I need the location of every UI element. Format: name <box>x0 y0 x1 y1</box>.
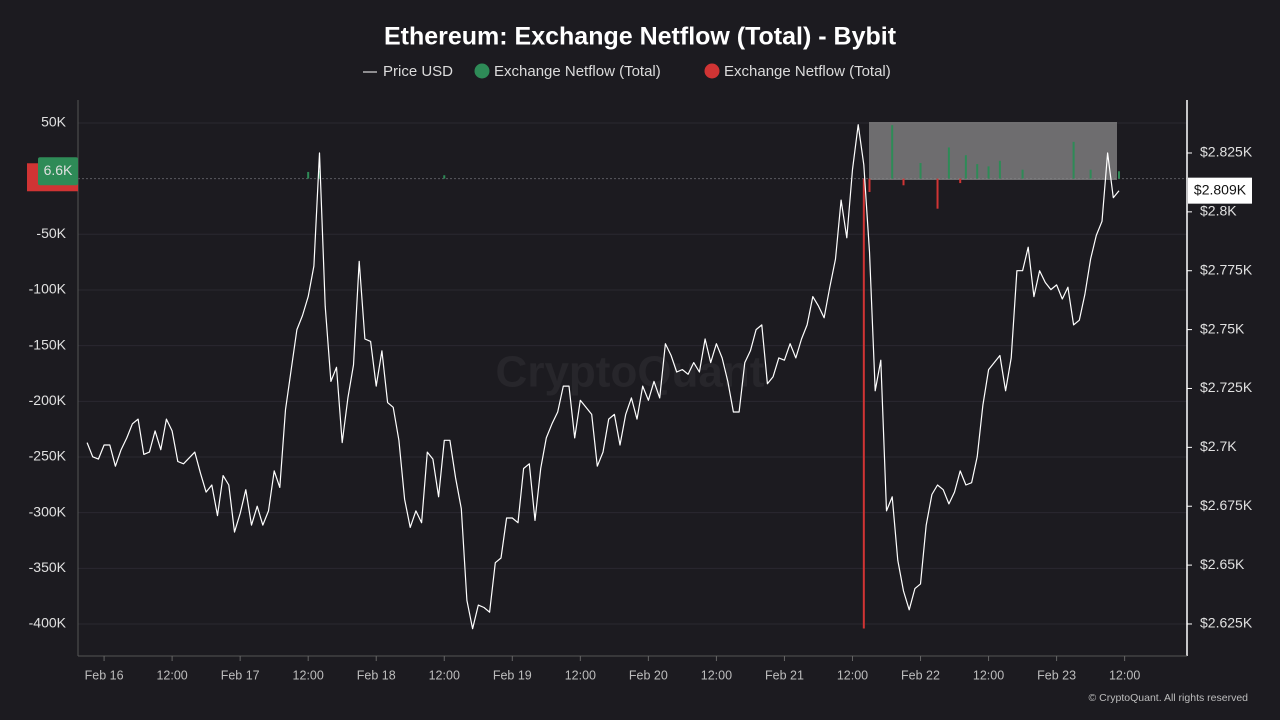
y-tick-label: -400K <box>29 615 67 631</box>
x-tick-label: 12:00 <box>429 668 460 682</box>
chart-title: Ethereum: Exchange Netflow (Total) - Byb… <box>384 23 897 51</box>
legend-label: Price USD <box>383 63 453 80</box>
selection-highlight <box>869 122 1117 180</box>
y-tick-label: -100K <box>29 281 67 297</box>
netflow-bar <box>976 164 979 179</box>
x-tick-label: Feb 19 <box>493 668 532 682</box>
marks <box>86 124 1120 630</box>
y2-tick-label: $2.75K <box>1200 320 1245 336</box>
netflow-badge <box>38 157 78 186</box>
netflow-bar <box>318 170 321 179</box>
netflow-bar <box>987 166 990 179</box>
copyright: © CryptoQuant. All rights reserved <box>1089 692 1249 704</box>
x-tick-label: Feb 22 <box>901 668 940 682</box>
netflow-bar <box>998 160 1001 179</box>
x-tick-label: 12:00 <box>973 668 1004 682</box>
legend-label: Exchange Netflow (Total) <box>494 63 661 80</box>
x-tick-label: 12:00 <box>837 668 868 682</box>
labels: 50K -50K -100K -150K -200K -250K -300K -350K -40… <box>27 114 1253 682</box>
y2-tick-label: $2.625K <box>1200 615 1253 631</box>
netflow-bar <box>1117 171 1120 179</box>
netflow-bar <box>1021 169 1024 179</box>
netflow-bar <box>443 175 446 179</box>
legend: Price USD Exchange Netflow (Total) Exchang… <box>363 63 891 80</box>
x-tick-label: Feb 18 <box>357 668 396 682</box>
watermark: CryptoQuant <box>496 348 765 397</box>
netflow-badge-label: 6.6K <box>44 162 73 178</box>
x-tick-label: 12:00 <box>1109 668 1140 682</box>
y-tick-label: -200K <box>29 392 67 408</box>
y-tick-label: -300K <box>29 503 67 519</box>
x-tick-label: Feb 20 <box>629 668 668 682</box>
legend-swatch <box>704 63 720 79</box>
x-tick-label: 12:00 <box>293 668 324 682</box>
price-badge-label: $2.809K <box>1194 181 1247 197</box>
x-tick-label: Feb 17 <box>221 668 260 682</box>
x-tick-label: Feb 23 <box>1037 668 1076 682</box>
legend-swatch <box>474 63 490 79</box>
netflow-bar <box>902 178 905 186</box>
price-badge <box>1188 177 1252 204</box>
x-tick-label: Feb 16 <box>85 668 124 682</box>
y-tick-label: -250K <box>29 448 67 464</box>
y2-tick-label: $2.725K <box>1200 379 1253 395</box>
y2-tick-label: $2.8K <box>1200 203 1237 219</box>
y2-tick-label: $2.65K <box>1200 556 1245 572</box>
netflow-bar <box>964 155 967 179</box>
netflow-bar <box>1089 169 1092 179</box>
netflow-bar <box>862 178 865 629</box>
netflow-bar <box>868 178 871 192</box>
y-tick-label: 50K <box>41 114 67 130</box>
netflow-bar <box>936 178 939 209</box>
netflow-bar <box>947 147 950 179</box>
y2-tick-label: $2.825K <box>1200 144 1253 160</box>
y2-tick-label: $2.775K <box>1200 261 1253 277</box>
x-tick-label: 12:00 <box>156 668 187 682</box>
netflow-bar <box>919 163 922 179</box>
y2-tick-label: $2.675K <box>1200 497 1253 513</box>
price-line <box>86 124 1120 630</box>
y-tick-label: -50K <box>36 225 66 241</box>
netflow-bar <box>959 178 962 184</box>
y2-tick-label: $2.7K <box>1200 438 1237 454</box>
y-tick-label: -350K <box>29 559 67 575</box>
legend-label: Exchange Netflow (Total) <box>724 63 891 80</box>
x-tick-label: 12:00 <box>565 668 596 682</box>
netflow-bar <box>1072 141 1075 179</box>
x-tick-label: Feb 21 <box>765 668 804 682</box>
netflow-bar <box>891 125 894 179</box>
x-tick-label: 12:00 <box>701 668 732 682</box>
y-tick-label: -150K <box>29 336 67 352</box>
netflow-bar <box>307 171 310 179</box>
